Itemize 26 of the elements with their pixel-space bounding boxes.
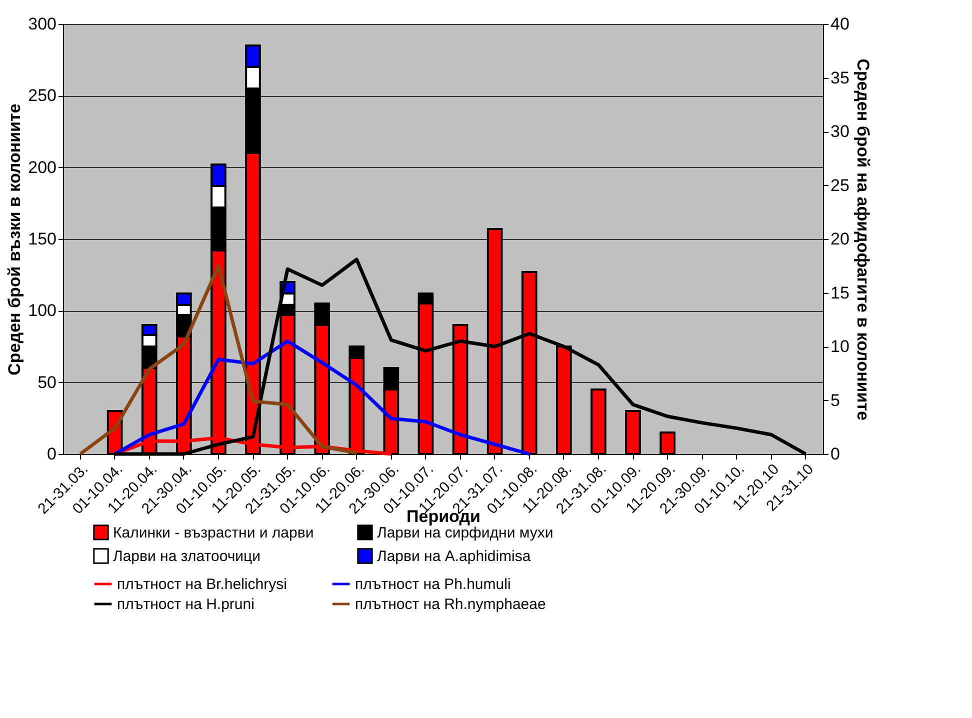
y-tick-label: 300 <box>28 14 56 34</box>
y2-axis-title: Среден брой на афидофагите в колониите <box>853 58 872 420</box>
legend-label: плътност на H.pruni <box>117 596 254 613</box>
legend-label: плътност на Rh.nymphaeae <box>355 596 546 613</box>
y2-tick-label: 0 <box>830 444 840 464</box>
y-tick-label: 150 <box>28 230 56 248</box>
y-tick-label: 50 <box>38 372 56 392</box>
legend-label: Ларви на A.aphidimisa <box>377 548 532 565</box>
legend-label: плътност на Ph.humuli <box>355 576 511 593</box>
legend-label: плътност на Br.helichrysi <box>117 576 287 593</box>
y2-tick-label: 15 <box>830 283 850 302</box>
y2-tick-label: 20 <box>830 230 850 248</box>
y-tick-label: 100 <box>28 301 56 320</box>
y2-tick-label: 40 <box>830 14 850 34</box>
y2-tick-label: 35 <box>830 68 850 88</box>
y-tick-label: 200 <box>28 158 56 177</box>
legend-label: Ларви на златоочици <box>113 548 261 565</box>
y2-tick-label: 30 <box>830 122 850 141</box>
legend-label: Ларви на сирфидни мухи <box>377 524 554 542</box>
y-tick-label: 0 <box>47 444 56 464</box>
y-tick-label: 250 <box>28 86 56 106</box>
y2-tick-label: 10 <box>830 337 850 356</box>
legend-label: Калинки - възрастни и ларви <box>113 524 314 542</box>
y2-tick-label: 5 <box>830 390 840 410</box>
y-axis-title: Среден брой възки в колониите <box>5 104 24 376</box>
y2-tick-label: 25 <box>830 176 850 195</box>
